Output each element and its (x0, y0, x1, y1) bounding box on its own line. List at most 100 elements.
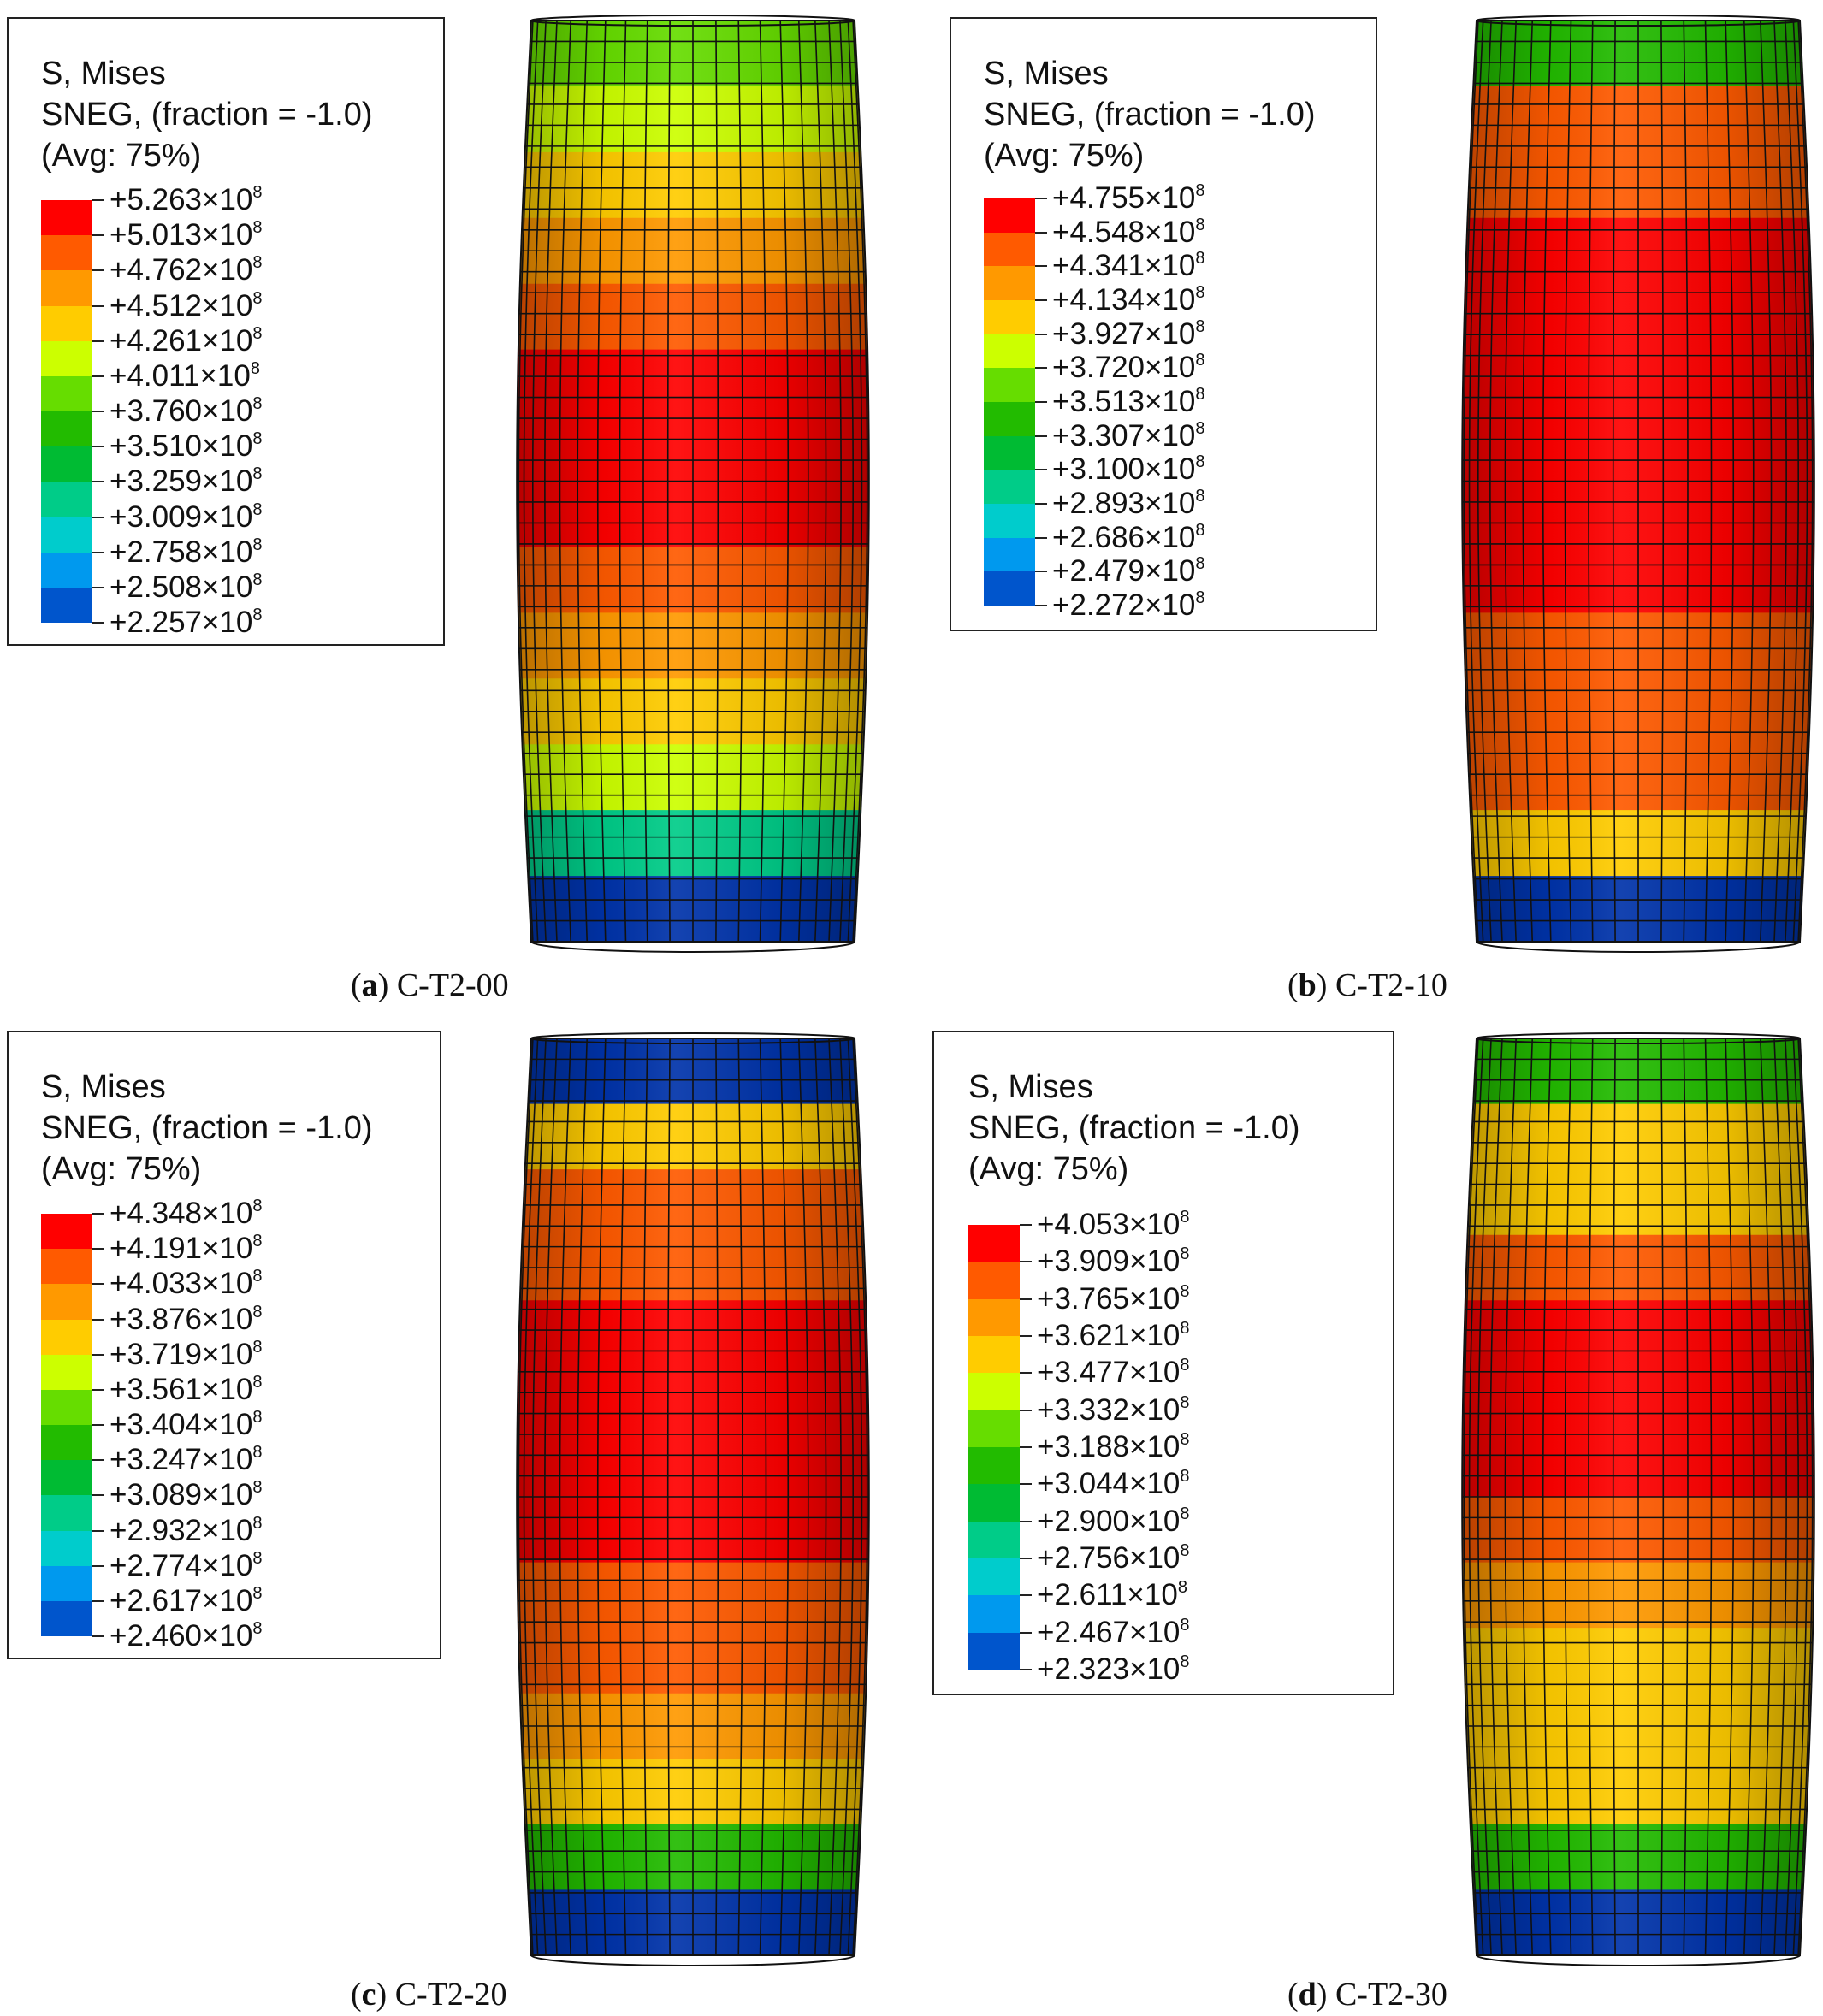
legend-swatch (41, 482, 92, 517)
legend-tick (1020, 1335, 1032, 1337)
legend-tick (1035, 571, 1047, 573)
legend-swatch (41, 340, 92, 377)
legend-swatch (41, 1565, 92, 1602)
legend-tick (1035, 265, 1047, 268)
legend-swatch (968, 1521, 1020, 1559)
legend-value: +3.404×108 (109, 1408, 263, 1441)
legend-colorbar: +4.348×108 +4.191×108 +4.033×108 +3.876×108… (41, 1197, 263, 1652)
mesh-line-v (1704, 1038, 1713, 1956)
legend-tick (92, 340, 104, 342)
legend-tick (1035, 333, 1047, 335)
mesh-line-v (559, 1038, 571, 1956)
legend-value: +4.512×108 (109, 288, 263, 322)
legend-swatch (968, 1298, 1020, 1337)
mesh-line-v (1743, 20, 1755, 943)
legend-value: +3.927×108 (1052, 316, 1205, 351)
legend-swatch (41, 1530, 92, 1567)
legend-value: +3.760×108 (109, 394, 263, 428)
legend-swatch (968, 1558, 1020, 1596)
legend-value: +4.348×108 (109, 1197, 263, 1230)
mesh-line-v (544, 1038, 558, 1956)
mesh-line-v (518, 1038, 534, 1956)
legend-value: +3.876×108 (109, 1302, 263, 1336)
legend-value: +3.009×108 (109, 500, 263, 534)
legend-tick (92, 622, 104, 624)
legend-swatch (968, 1262, 1020, 1300)
legend-swatch (984, 470, 1035, 505)
cylinder-top-edge (530, 15, 855, 27)
legend-swatch (984, 435, 1035, 470)
mesh-line-v (1463, 1038, 1479, 1956)
mesh-line-v (1522, 20, 1534, 943)
mesh-line-v (1725, 20, 1735, 943)
legend-value: +2.932×108 (109, 1513, 263, 1547)
mesh-line-v (828, 20, 842, 943)
legend-swatch (41, 1425, 92, 1461)
legend-swatch (41, 375, 92, 412)
mesh-line-v (839, 20, 855, 943)
legend-swatch (984, 537, 1035, 572)
legend-tick (92, 516, 104, 518)
mesh-line-v (619, 20, 627, 943)
legend-value: +4.548×108 (1052, 215, 1205, 249)
caption-a: (a) C-T2-00 (351, 967, 509, 1003)
legend-tick (92, 234, 104, 237)
legend-tick (92, 1494, 104, 1497)
legend-value: +4.341×108 (1052, 249, 1205, 283)
legend-value: +3.909×108 (1037, 1244, 1190, 1279)
mesh-line-v (1477, 1038, 1492, 1956)
legend-value: +3.100×108 (1052, 452, 1205, 487)
legend-value: +3.719×108 (109, 1337, 263, 1371)
legend-value: +4.134×108 (1052, 283, 1205, 316)
legend-tick (1020, 1261, 1032, 1263)
mesh-line-v (1773, 1038, 1787, 1956)
mesh-line-v (1725, 1038, 1735, 1956)
legend-colorbar: +5.263×108 +5.013×108 +4.762×108 +4.512×108… (41, 183, 263, 639)
mesh-line-v (1468, 20, 1484, 943)
legend-tick (1035, 503, 1047, 505)
legend-tick (1020, 1594, 1032, 1597)
mesh-line-v (737, 20, 743, 943)
mesh-line-v (1792, 20, 1808, 943)
mesh-line-v (1489, 20, 1503, 943)
legend-swatch (41, 1460, 92, 1496)
mesh-line-v (1660, 1038, 1665, 1956)
legend-swatch (41, 1214, 92, 1250)
legend-tick (92, 1424, 104, 1426)
legend-tick (92, 481, 104, 483)
legend-tick (1020, 1483, 1032, 1486)
legend-a: S, Mises SNEG, (fraction = -1.0) (Avg: 7… (7, 17, 445, 646)
legend-value: +3.332×108 (1037, 1392, 1190, 1427)
mesh-line-v (1468, 1038, 1484, 1956)
legend-tick (1035, 605, 1047, 606)
legend-tick (1020, 1631, 1032, 1634)
legend-title-3: (Avg: 75%) (41, 138, 202, 174)
legend-value: +2.272×108 (1052, 588, 1205, 622)
mesh-line-v (642, 1038, 648, 1956)
mesh-line-v (1612, 20, 1616, 943)
legend-value: +4.762×108 (109, 253, 263, 287)
mesh-line-v (523, 1038, 539, 1956)
mesh-line-v (1522, 1038, 1534, 1956)
legend-tick (92, 1213, 104, 1215)
mesh-line-v (666, 1038, 671, 1956)
legend-value: +4.191×108 (109, 1232, 263, 1266)
legend-value: +2.479×108 (1052, 554, 1205, 588)
legend-value: +2.460×108 (109, 1619, 263, 1652)
panel-c: S, Mises SNEG, (fraction = -1.0) (Avg: 7… (0, 1014, 911, 2016)
legend-tick (1035, 231, 1047, 234)
legend-value: +5.263×108 (109, 183, 263, 216)
legend-title-3: (Avg: 75%) (41, 1151, 202, 1187)
mesh-line-v (1588, 20, 1594, 943)
mesh-line-v (1683, 1038, 1689, 1956)
legend-swatch (41, 517, 92, 553)
legend-swatch (968, 1225, 1020, 1262)
legend-value: +5.013×108 (109, 218, 263, 252)
legend-tick (1020, 1520, 1032, 1522)
legend-swatch (968, 1336, 1020, 1374)
mesh-line-v (737, 1038, 743, 1956)
legend-value: +4.261×108 (109, 323, 263, 358)
mesh-line-v (1660, 20, 1665, 943)
mesh-line-v (839, 1038, 855, 1956)
legend-value: +3.510×108 (109, 429, 263, 464)
